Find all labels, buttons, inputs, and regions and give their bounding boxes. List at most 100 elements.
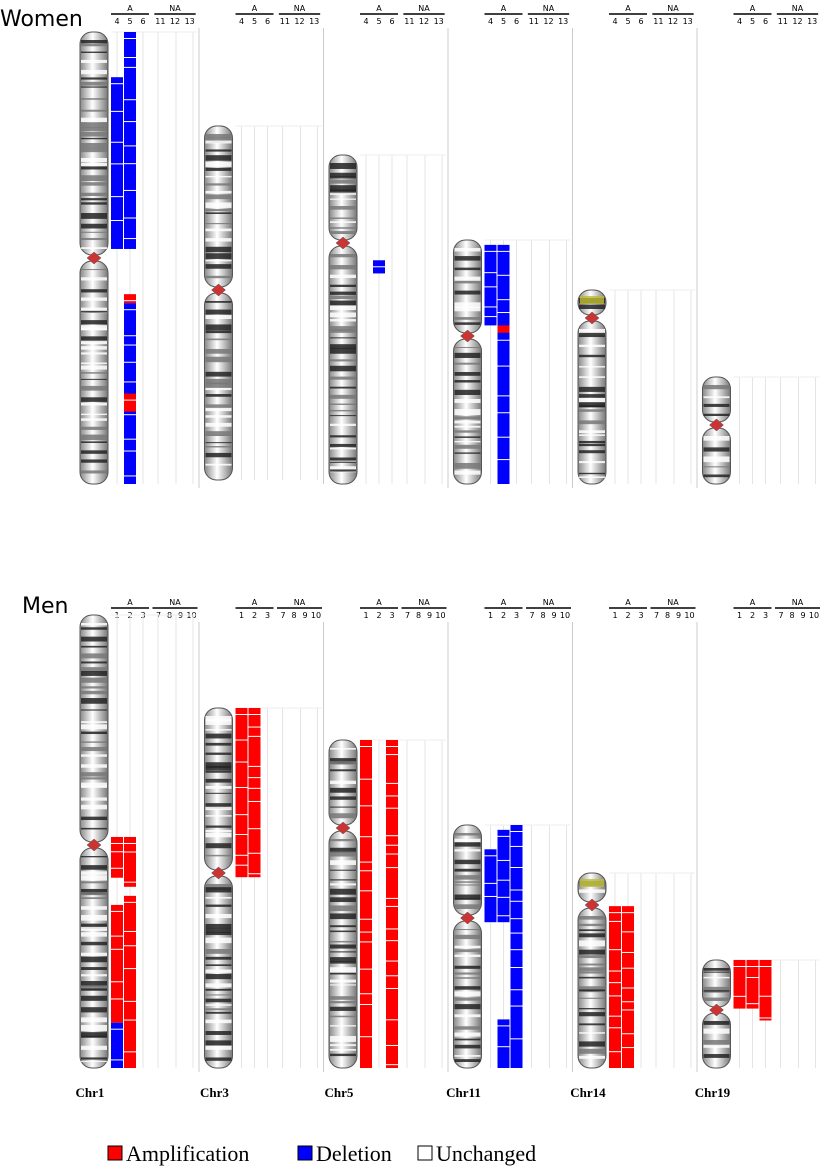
segment-gap: [622, 1001, 634, 1003]
chromosome-label: Chr11: [446, 1085, 481, 1100]
segment-gap: [235, 761, 248, 763]
band: [703, 1044, 730, 1048]
band: [81, 871, 107, 875]
centromere: [86, 251, 102, 265]
sample-label: 1: [239, 611, 244, 620]
band: [454, 1026, 481, 1030]
band: [81, 148, 107, 153]
sample-label: 3: [638, 611, 643, 620]
segment-gap: [510, 831, 523, 832]
legend-label: Unchanged: [436, 1141, 536, 1166]
sample-label: 1: [612, 611, 617, 620]
band: [703, 971, 730, 973]
band: [330, 979, 356, 983]
band: [81, 143, 107, 149]
band: [330, 365, 356, 372]
band: [579, 472, 605, 475]
band: [330, 869, 356, 871]
segment-gap: [759, 1017, 772, 1019]
band: [205, 253, 232, 259]
cnv-segment: [111, 77, 123, 249]
segment-gap: [497, 274, 510, 276]
band: [81, 310, 107, 313]
segment-gap: [124, 189, 136, 191]
band: [81, 709, 107, 711]
band: [454, 986, 481, 990]
band: [205, 463, 232, 466]
band: [579, 1032, 605, 1034]
segment-gap: [386, 754, 398, 756]
sample-label: 12: [294, 17, 304, 26]
band: [81, 932, 107, 937]
band: [330, 806, 356, 808]
segment-gap: [497, 915, 510, 917]
segment-gap: [510, 900, 523, 902]
band: [330, 951, 356, 953]
band: [81, 426, 107, 430]
band: [81, 378, 107, 380]
band: [205, 190, 232, 194]
band: [330, 761, 356, 765]
band: [205, 896, 232, 899]
cnv-segment: [484, 849, 497, 923]
band: [330, 291, 356, 295]
band: [205, 356, 232, 361]
band: [454, 302, 481, 308]
segment-gap: [248, 777, 261, 779]
cnv-segment: [386, 740, 398, 1068]
band: [454, 452, 481, 454]
band: [205, 348, 232, 354]
group-label: A: [376, 598, 382, 607]
band: [579, 304, 605, 309]
segment-gap: [360, 918, 372, 920]
band: [81, 1045, 107, 1050]
band: [205, 134, 232, 138]
segment-gap: [759, 966, 772, 967]
band: [579, 949, 605, 955]
band: [330, 758, 356, 764]
band: [330, 796, 356, 800]
band: [579, 955, 605, 959]
sample-label: 11: [653, 17, 663, 26]
sample-label: 2: [376, 611, 381, 620]
band: [703, 1021, 730, 1025]
band: [579, 923, 605, 927]
band: [579, 963, 605, 966]
chromosome-label: Chr19: [695, 1085, 731, 1100]
cnv-segment: [124, 294, 136, 304]
band: [81, 1061, 107, 1062]
band: [579, 402, 605, 408]
sample-label: 8: [291, 611, 296, 620]
band: [205, 969, 232, 973]
band: [205, 927, 232, 933]
band: [205, 983, 232, 988]
band: [330, 930, 356, 933]
band: [205, 194, 232, 200]
band: [703, 986, 730, 993]
band: [330, 466, 356, 473]
band: [330, 337, 356, 339]
band: [81, 897, 107, 900]
band: [330, 967, 356, 973]
band: [205, 806, 232, 811]
band: [205, 202, 232, 208]
band: [454, 833, 481, 836]
band: [81, 777, 107, 780]
segment-gap: [609, 949, 621, 951]
band: [205, 1008, 232, 1011]
sample-label: 4: [612, 17, 617, 26]
sample-label: 11: [280, 17, 290, 26]
band: [579, 420, 605, 425]
cnv-segment: [733, 960, 746, 1009]
band: [330, 460, 356, 462]
band: [81, 677, 107, 683]
band: [703, 1054, 730, 1058]
band: [454, 409, 481, 416]
band: [330, 780, 356, 785]
band: [454, 991, 481, 997]
band: [205, 155, 232, 161]
band: [330, 883, 356, 886]
segment-gap: [235, 854, 248, 856]
band: [703, 436, 730, 441]
